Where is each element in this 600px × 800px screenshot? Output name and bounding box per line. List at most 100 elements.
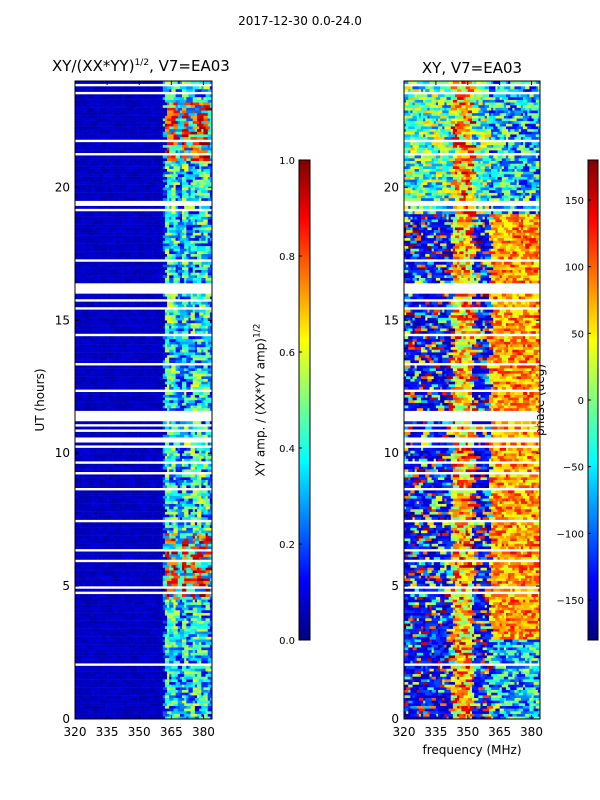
heatmap-cell: [152, 455, 157, 459]
heatmap-cell: [205, 344, 212, 348]
heatmap-cell: [109, 253, 114, 257]
heatmap-cell: [203, 264, 206, 268]
heatmap-cell: [107, 514, 112, 518]
heatmap-cell: [145, 426, 151, 430]
heatmap-cell: [160, 538, 166, 542]
heatmap-cell: [167, 689, 174, 693]
heatmap-cell: [85, 543, 93, 547]
heatmap-cell: [167, 657, 170, 661]
heatmap-cell: [209, 248, 212, 252]
heatmap-cell: [177, 330, 181, 334]
heatmap-cell: [194, 474, 198, 478]
heatmap-cell: [75, 378, 80, 382]
heatmap-cell: [107, 652, 112, 656]
heatmap-cell: [194, 543, 202, 547]
heatmap-cell: [194, 312, 200, 316]
heatmap-cell: [109, 320, 114, 324]
heatmap-cell: [207, 514, 212, 518]
heatmap-cell: [124, 349, 129, 353]
heatmap-cell: [154, 384, 157, 387]
heatmap-cell: [197, 482, 202, 486]
heatmap-cell: [199, 703, 204, 706]
heatmap-cell: [169, 325, 172, 329]
heatmap-cell: [175, 599, 179, 603]
heatmap-cell: [81, 652, 84, 656]
heatmap-cell: [104, 293, 108, 297]
heatmap-cell: [203, 455, 206, 459]
heatmap-cell: [134, 346, 142, 350]
heatmap-cell: [75, 245, 80, 249]
heatmap-cell: [115, 384, 119, 387]
heatmap-cell: [75, 623, 82, 627]
heatmap-cell: [164, 501, 172, 504]
heatmap-cell: [164, 349, 170, 353]
heatmap-cell: [96, 641, 104, 645]
heatmap-cell: [197, 426, 204, 430]
heatmap-cell: [167, 309, 172, 313]
heatmap-cell: [164, 567, 170, 571]
heatmap-cell: [100, 655, 104, 659]
heatmap-cell: [179, 269, 185, 273]
heatmap-cell: [119, 474, 127, 478]
heatmap-cell: [137, 344, 142, 348]
heatmap-cell: [158, 562, 164, 566]
heatmap-cell: [126, 336, 131, 340]
heatmap-cell: [75, 588, 80, 592]
heatmap-cell: [137, 551, 140, 555]
heatmap-cell: [139, 357, 144, 361]
heatmap-cell: [85, 469, 93, 473]
heatmap-cell: [115, 240, 121, 244]
heatmap-cell: [75, 357, 78, 361]
heatmap-cell: [203, 330, 206, 334]
heatmap-cell: [179, 455, 187, 459]
heatmap-cell: [194, 599, 198, 603]
heatmap-cell: [81, 354, 84, 358]
heatmap-cell: [179, 660, 185, 664]
heatmap-cell: [119, 245, 127, 249]
heatmap-cell: [158, 248, 164, 252]
heatmap-cell: [179, 405, 187, 409]
heatmap-cell: [152, 711, 157, 714]
heatmap-cell: [137, 317, 144, 321]
heatmap-cell: [175, 477, 181, 480]
heatmap-cell: [147, 365, 153, 369]
heatmap-cell: [102, 493, 106, 496]
heatmap-cell: [186, 357, 194, 361]
heatmap-cell: [87, 681, 95, 685]
heatmap-cell: [158, 711, 164, 714]
heatmap-cell: [152, 275, 157, 278]
heatmap-cell: [98, 482, 104, 486]
heatmap-cell: [179, 354, 187, 358]
heatmap-cell: [113, 455, 121, 459]
heatmap-cell: [109, 655, 112, 659]
heatmap-cell: [145, 535, 149, 539]
heatmap-cell: [149, 633, 157, 637]
heatmap-cell: [134, 543, 138, 547]
heatmap-cell: [179, 426, 185, 430]
heatmap-cell: [113, 572, 119, 576]
heatmap-cell: [117, 272, 121, 276]
heatmap-cell: [137, 546, 140, 550]
heatmap-cell: [147, 296, 155, 300]
heatmap-cell: [75, 386, 82, 390]
heatmap-cell: [111, 477, 119, 480]
heatmap-cell: [182, 641, 187, 645]
heatmap-cell: [119, 466, 127, 470]
heatmap-cell: [109, 681, 116, 685]
heatmap-cell: [179, 604, 185, 608]
heatmap-cell: [201, 376, 209, 379]
heatmap-cell: [102, 498, 106, 502]
heatmap-cell: [207, 564, 212, 568]
heatmap-cell: [104, 384, 112, 387]
heatmap-cell: [173, 501, 179, 504]
heatmap-cell: [130, 503, 138, 507]
heatmap-cell: [137, 280, 142, 284]
heatmap-cell: [143, 655, 149, 659]
heatmap-cell: [199, 607, 206, 611]
heatmap-cell: [154, 506, 161, 510]
heatmap-cell: [132, 564, 136, 568]
heatmap-cell: [92, 514, 95, 518]
heatmap-cell: [182, 599, 187, 603]
heatmap-cell: [201, 508, 206, 512]
